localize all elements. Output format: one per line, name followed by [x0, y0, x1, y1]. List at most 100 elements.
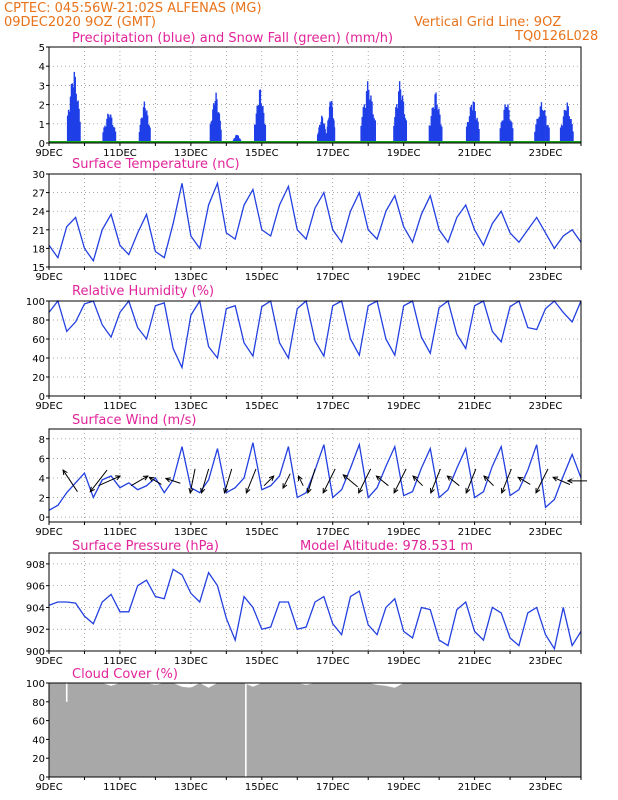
- wind-arrow: [517, 476, 531, 485]
- precip-bar: [369, 99, 371, 143]
- precip-bar: [218, 113, 221, 143]
- precip-bar: [145, 112, 147, 143]
- y-tick-label: 6: [39, 454, 45, 465]
- precip-bar: [439, 114, 441, 143]
- precip-bar: [258, 90, 261, 143]
- y-tick-label: 0: [39, 392, 45, 403]
- wind-arrow-head: [62, 469, 68, 476]
- precip-bar: [109, 117, 111, 143]
- precip-bar: [73, 71, 76, 143]
- x-tick-label: 11DEC: [103, 656, 137, 667]
- y-tick-label: 4: [39, 62, 45, 73]
- precip-bar: [398, 81, 401, 143]
- precip-bar: [500, 122, 502, 143]
- precip-bar: [467, 122, 470, 143]
- precip-bar: [569, 119, 571, 143]
- precip-bar: [371, 101, 373, 143]
- y-tick-label: 27: [32, 189, 45, 200]
- y-tick-label: 30: [32, 170, 45, 181]
- precip-bar: [76, 101, 78, 143]
- precip-bar: [104, 125, 106, 143]
- precip-bar: [108, 114, 110, 143]
- x-tick-label: 13DEC: [174, 656, 208, 667]
- precip-bar: [505, 106, 507, 143]
- x-tick-label: 13DEC: [174, 401, 208, 412]
- precip-bar: [110, 114, 112, 143]
- panel-5: Surface Pressure (hPa) Model Altitude: 97…: [26, 539, 582, 667]
- precip-bar: [435, 92, 437, 143]
- precip-bar: [433, 108, 435, 143]
- precip-bar: [402, 101, 405, 143]
- x-tick-label: 21DEC: [458, 272, 492, 283]
- precip-bar: [262, 105, 264, 143]
- x-tick-label: 9DEC: [35, 782, 62, 793]
- precip-bar: [112, 126, 115, 143]
- wind-arrow-head: [245, 487, 251, 494]
- precip-bar: [508, 109, 510, 143]
- precip-bar: [254, 124, 257, 143]
- precip-bar: [472, 101, 475, 143]
- precip-bar: [563, 109, 566, 143]
- panel-title: Surface Temperature (nC): [72, 157, 240, 172]
- precip-bar: [217, 112, 220, 143]
- precip-bar: [431, 108, 433, 143]
- precip-bar: [220, 129, 222, 143]
- x-tick-label: 13DEC: [174, 527, 208, 538]
- x-tick-label: 17DEC: [316, 656, 350, 667]
- wind-arrow-head: [552, 476, 559, 482]
- y-tick-label: 908: [26, 560, 45, 571]
- precip-bar: [263, 123, 266, 143]
- precip-bar: [74, 76, 76, 143]
- precip-bar: [149, 127, 151, 143]
- wind-arrow-head: [375, 475, 382, 481]
- x-tick-label: 15DEC: [245, 401, 279, 412]
- precip-bar: [475, 119, 477, 143]
- precip-bar: [562, 116, 565, 143]
- wind-arrow: [376, 475, 389, 487]
- precip-bar: [67, 109, 70, 143]
- wind-arrow: [89, 469, 108, 492]
- panel-title: Surface Pressure (hPa): [72, 539, 219, 554]
- precip-bar: [394, 117, 396, 143]
- precip-bar: [399, 89, 402, 143]
- precip-bar: [360, 125, 362, 143]
- wind-arrow-head: [268, 475, 275, 481]
- precip-bar: [395, 107, 397, 143]
- model-altitude: Model Altitude: 978.531 m: [300, 539, 473, 554]
- y-tick-label: 100: [26, 679, 45, 690]
- series-line: [48, 180, 582, 263]
- wind-arrow: [307, 468, 316, 494]
- y-tick-label: 60: [32, 717, 45, 728]
- panel-frame: [48, 173, 582, 268]
- precip-bar: [401, 95, 404, 143]
- precip-bar: [572, 131, 574, 143]
- x-tick-label: 21DEC: [458, 401, 492, 412]
- wind-arrow-head: [465, 487, 471, 494]
- y-tick-label: 60: [32, 335, 45, 346]
- x-tick-label: 23DEC: [529, 656, 563, 667]
- precip-bar: [372, 114, 374, 143]
- precip-bar: [256, 105, 258, 143]
- wind-arrow: [535, 468, 549, 494]
- precip-bar: [146, 110, 148, 143]
- precip-bar: [403, 114, 406, 143]
- panel-3: Relative Humidity (%) 0 20 40 60 80 100 9DEC 11D…: [26, 284, 582, 412]
- precip-bar: [259, 89, 262, 143]
- precip-bar: [436, 105, 438, 143]
- x-tick-label: 19DEC: [387, 656, 421, 667]
- precip-bar: [366, 81, 369, 143]
- wind-vectors: [62, 468, 588, 495]
- precip-bar: [113, 127, 116, 143]
- precip-bar: [473, 102, 475, 143]
- precip-bar: [438, 108, 440, 143]
- panel-title: Precipitation (blue) and Snow Fall (gree…: [72, 31, 393, 46]
- wind-arrow-head: [429, 487, 435, 494]
- cloud-dip: [65, 683, 68, 702]
- y-tick-label: 4: [39, 474, 45, 485]
- precip-bar: [111, 125, 114, 143]
- precip-bar: [260, 103, 262, 143]
- precip-bar: [393, 125, 395, 143]
- x-tick-label: 15DEC: [245, 272, 279, 283]
- y-tick-label: 40: [32, 354, 45, 365]
- x-tick-label: 21DEC: [458, 527, 492, 538]
